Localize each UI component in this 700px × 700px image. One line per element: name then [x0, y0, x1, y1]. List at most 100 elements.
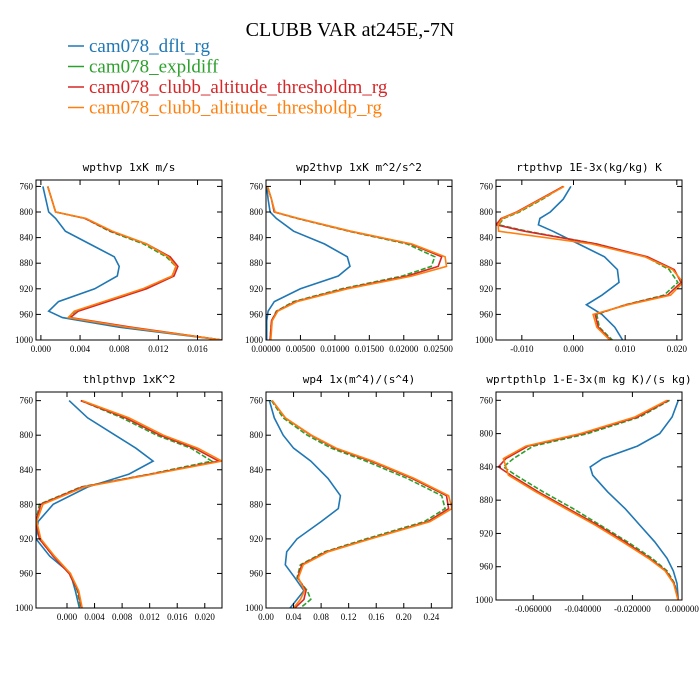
series-line — [271, 400, 452, 608]
series-group — [266, 186, 448, 340]
y-tick-label: 800 — [480, 429, 494, 439]
panel-frame — [35, 391, 223, 609]
series-group — [497, 399, 680, 600]
x-tick-label: -0.010 — [510, 344, 534, 354]
chart-panel: wprtpthlp 1-E-3x(m kg K)/(s kg) -0.060000… — [475, 373, 699, 614]
x-tick-label: 0.00500 — [286, 344, 316, 354]
legend-entry: cam078_clubb_altitude_thresholdp_rg — [89, 98, 383, 119]
series-line — [36, 399, 221, 608]
x-tick-label: 0.16 — [368, 612, 384, 622]
x-tick-label: 0.010 — [615, 344, 636, 354]
x-tick-label: -0.060000 — [515, 604, 552, 614]
y-tick-label: 840 — [20, 233, 34, 243]
y-tick-label: 1000 — [15, 335, 34, 345]
legend: cam078_dflt_rgcam078_expldiffcam078_club… — [68, 36, 388, 119]
y-tick-label: 1000 — [245, 335, 264, 345]
chart-panel: thlpthvp 1xK^2 0.000 0.004 0.008 0.012 0.016 0… — [15, 373, 223, 622]
x-tick-label: 0.012 — [140, 612, 160, 622]
y-tick-label: 880 — [20, 258, 34, 268]
y-tick-label: 960 — [250, 568, 264, 578]
x-tick-label: 0.08 — [313, 612, 329, 622]
y-tick-label: 1000 — [475, 595, 494, 605]
y-tick-label: 920 — [480, 528, 494, 538]
panel-title: wprtpthlp 1-E-3x(m kg K)/(s kg) — [486, 373, 691, 386]
x-tick-label: 0.00 — [258, 612, 274, 622]
x-tick-label: 0.12 — [341, 612, 357, 622]
y-tick-label: 760 — [480, 181, 494, 191]
y-tick-label: 760 — [20, 181, 34, 191]
y-tick-label: 840 — [480, 462, 494, 472]
y-tick-label: 1000 — [15, 603, 34, 613]
series-line — [266, 186, 448, 340]
x-tick-label: -0.040000 — [564, 604, 601, 614]
series-line — [589, 400, 680, 600]
x-tick-label: 0.02000 — [389, 344, 419, 354]
series-line — [497, 185, 679, 340]
series-group — [268, 400, 452, 608]
y-tick-label: 1000 — [475, 335, 494, 345]
series-line — [497, 399, 680, 600]
y-tick-label: 920 — [480, 284, 494, 294]
x-tick-label: 0.20 — [396, 612, 412, 622]
panel-title: wp4 1x(m^4)/(s^4) — [303, 373, 416, 386]
x-tick-label: 0.000 — [31, 344, 52, 354]
y-tick-label: 760 — [250, 396, 264, 406]
panel-frame — [495, 391, 683, 601]
y-tick-label: 760 — [480, 395, 494, 405]
y-tick-label: 880 — [480, 258, 494, 268]
y-tick-label: 920 — [250, 534, 264, 544]
x-tick-label: 0.020 — [667, 344, 688, 354]
series-line — [268, 400, 342, 608]
series-line — [46, 186, 222, 340]
chart-panel: wp2thvp 1xK m^2/s^2 0.00000 0.00500 0.01000… — [245, 161, 453, 354]
x-tick-label: -0.020000 — [614, 604, 651, 614]
x-tick-label: 0.004 — [84, 612, 105, 622]
series-line — [46, 186, 222, 340]
panel-title: wpthvp 1xK m/s — [83, 161, 176, 174]
legend-entry: cam078_expldiff — [89, 57, 219, 78]
y-tick-label: 800 — [20, 430, 34, 440]
panel-frame — [495, 179, 683, 341]
panel-title: thlpthvp 1xK^2 — [83, 373, 176, 386]
x-tick-label: 0.02500 — [424, 344, 454, 354]
series-line — [497, 185, 682, 340]
x-tick-label: 0.000 — [57, 612, 78, 622]
series-line — [266, 186, 351, 340]
series-group — [496, 185, 682, 340]
series-line — [266, 186, 436, 340]
y-tick-label: 960 — [480, 309, 494, 319]
x-tick-label: 0.012 — [148, 344, 168, 354]
y-tick-label: 800 — [250, 207, 264, 217]
panel-title: wp2thvp 1xK m^2/s^2 — [296, 161, 422, 174]
x-tick-label: 0.04 — [286, 612, 302, 622]
y-tick-label: 840 — [250, 233, 264, 243]
series-line — [36, 399, 222, 608]
y-tick-label: 880 — [250, 499, 264, 509]
panel-frame — [265, 391, 453, 609]
y-tick-label: 960 — [480, 562, 494, 572]
y-tick-label: 920 — [20, 284, 34, 294]
figure-title: CLUBB VAR at245E,-7N — [246, 19, 455, 41]
panels: wpthvp 1xK m/s 0.000 0.004 0.008 0.012 0.016 7… — [15, 161, 699, 622]
y-tick-label: 840 — [480, 233, 494, 243]
legend-entry: cam078_clubb_altitude_thresholdm_rg — [89, 77, 388, 98]
series-line — [36, 400, 155, 608]
series-line — [36, 399, 214, 608]
panel-title: rtpthvp 1E-3x(kg/kg) K — [516, 161, 662, 174]
x-tick-label: 0.01500 — [355, 344, 385, 354]
y-tick-label: 960 — [20, 568, 34, 578]
series-line — [537, 185, 624, 340]
panel-frame — [265, 179, 453, 341]
y-tick-label: 840 — [250, 465, 264, 475]
series-line — [502, 399, 679, 600]
x-tick-label: 0.01000 — [320, 344, 350, 354]
y-tick-label: 800 — [480, 207, 494, 217]
x-tick-label: 0.00000 — [251, 344, 281, 354]
y-tick-label: 880 — [250, 258, 264, 268]
y-tick-label: 960 — [250, 309, 264, 319]
series-group — [36, 399, 222, 608]
legend-entry: cam078_dflt_rg — [89, 36, 211, 57]
x-tick-label: 0.016 — [167, 612, 188, 622]
series-line — [46, 186, 222, 340]
y-tick-label: 960 — [20, 309, 34, 319]
